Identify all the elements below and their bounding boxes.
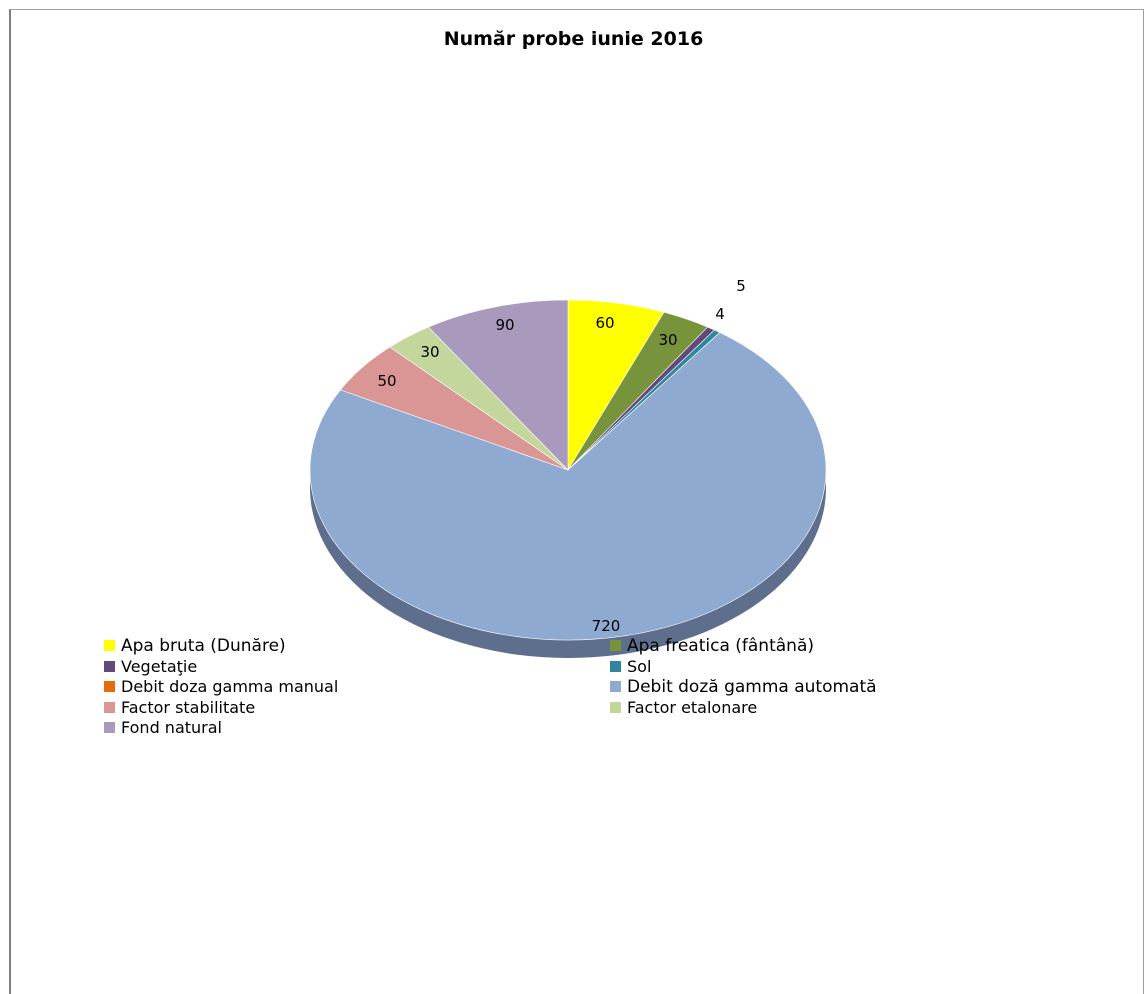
- pie-slice-debit-doză-gamma-automată: [309, 332, 827, 641]
- legend-swatch: [610, 681, 621, 692]
- pie-slice-fond-natural: [427, 299, 569, 471]
- data-label-factor-stabilitate: 50: [377, 372, 396, 390]
- legend-swatch: [610, 701, 621, 713]
- legend-swatch: [104, 722, 115, 733]
- legend-label: Apa bruta (Dunăre): [121, 636, 286, 656]
- legend-label: Factor stabilitate: [121, 697, 256, 717]
- legend-item: Sol: [610, 657, 651, 677]
- legend-item: Apa bruta (Dunăre): [104, 636, 286, 656]
- legend-item: Debit doza gamma manual: [104, 677, 338, 697]
- data-label-apa-freatica-fântână: 30: [658, 331, 677, 349]
- legend-label: Debit doza gamma manual: [121, 677, 339, 696]
- chart-title: Număr probe iunie 2016: [443, 28, 704, 50]
- data-label-sol: 4: [715, 305, 725, 323]
- data-label-debit-doză-gamma-automată: 720: [592, 617, 621, 635]
- legend-label: Sol: [627, 656, 652, 676]
- legend-item: Factor stabilitate: [104, 698, 255, 718]
- legend-swatch: [104, 640, 115, 651]
- data-label-fond-natural: 90: [495, 316, 514, 334]
- legend-swatch: [104, 681, 115, 692]
- data-label-apa-bruta-dunăre: 60: [595, 314, 614, 332]
- legend-swatch: [610, 660, 621, 672]
- legend-item: Apa freatica (fântână): [610, 636, 814, 656]
- legend-swatch: [104, 660, 115, 672]
- legend-item: Factor etalonare: [610, 698, 757, 718]
- legend-swatch: [610, 640, 621, 651]
- legend-label: Fond natural: [121, 718, 222, 737]
- legend-label: Factor etalonare: [627, 697, 758, 717]
- legend-label: Apa freatica (fântână): [627, 636, 814, 656]
- legend-item: Fond natural: [104, 718, 222, 738]
- legend-label: Vegetaţie: [121, 656, 198, 676]
- legend-swatch: [104, 701, 115, 713]
- data-label-vegetaţie: 5: [736, 277, 746, 295]
- data-label-factor-etalonare: 30: [420, 343, 439, 361]
- legend-item: Vegetaţie: [104, 657, 197, 677]
- legend-item: Debit doză gamma automată: [610, 677, 877, 697]
- legend-label: Debit doză gamma automată: [627, 677, 877, 697]
